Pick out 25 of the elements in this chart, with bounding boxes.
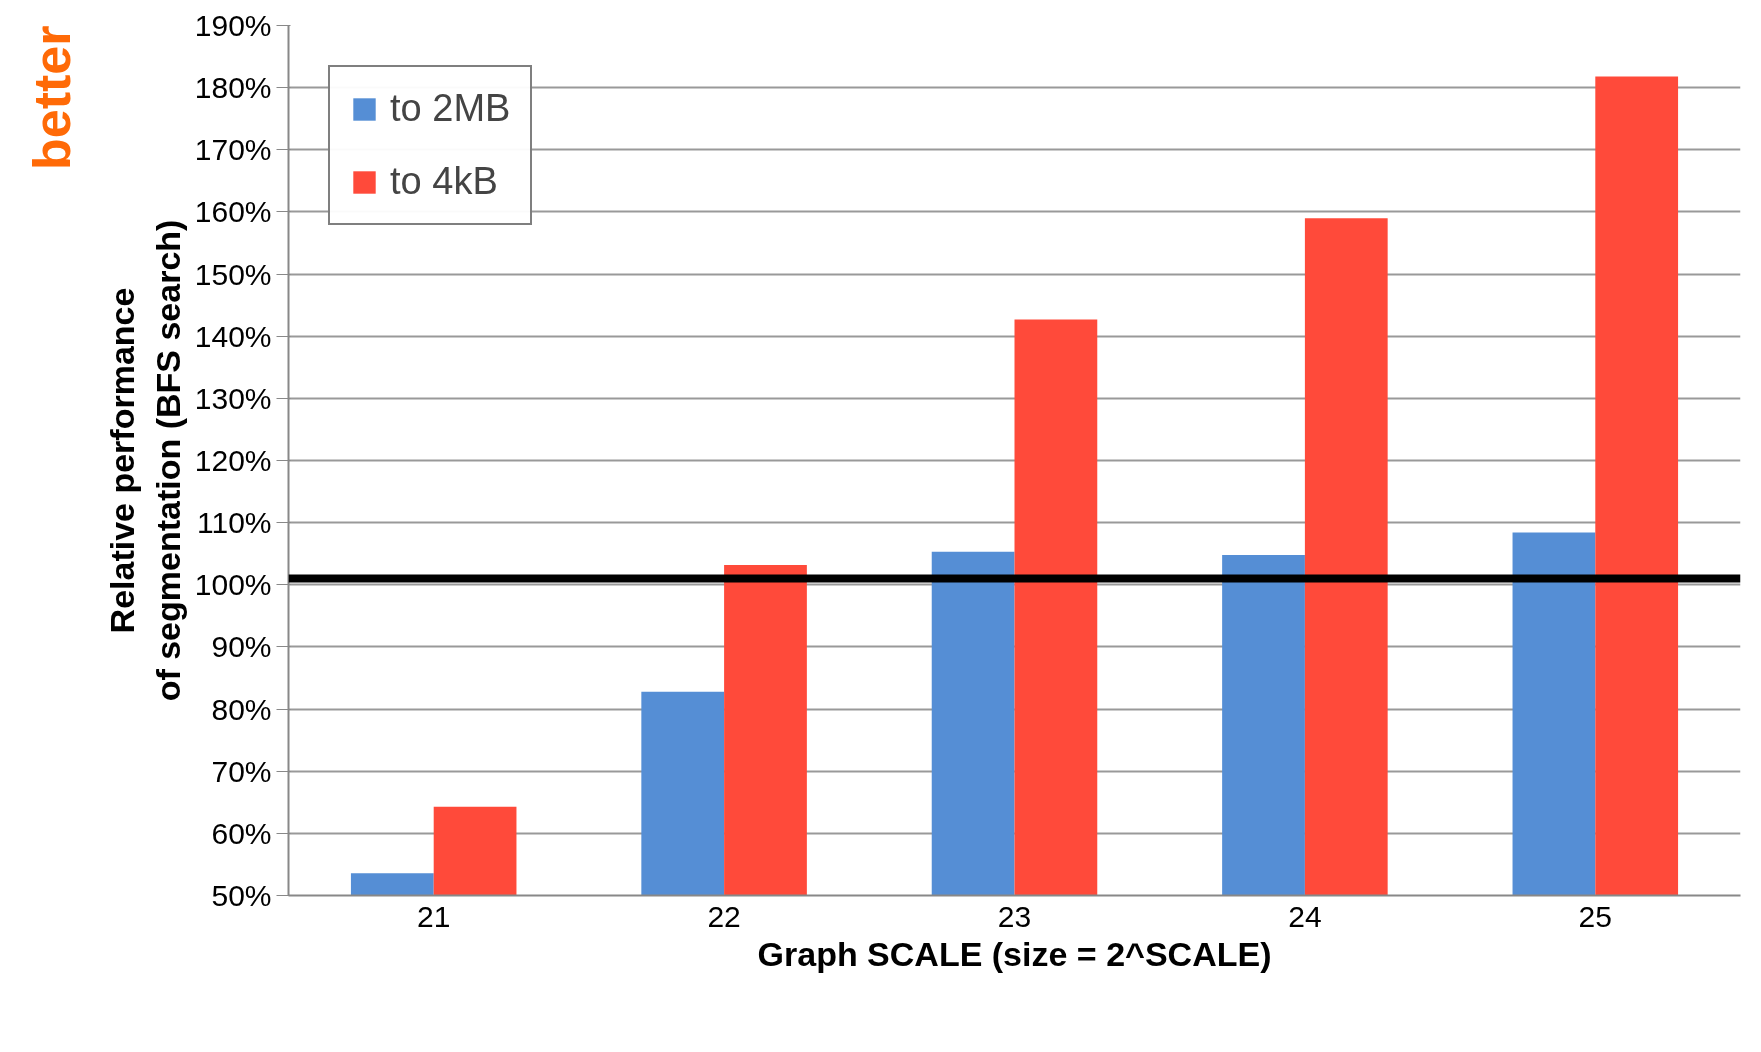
y-tick-label: 120% bbox=[194, 444, 272, 477]
legend-label: to 2MB bbox=[390, 87, 511, 130]
x-tick-label: 22 bbox=[707, 899, 741, 933]
y-tick-label: 170% bbox=[194, 133, 272, 167]
x-axis-title: Graph SCALE (size = 2^SCALE) bbox=[757, 934, 1272, 973]
legend-label: to 4kB bbox=[390, 160, 498, 203]
y-tick-label: 100% bbox=[194, 568, 272, 602]
y-tick-label: 180% bbox=[194, 71, 272, 105]
y-tick-label: 60% bbox=[211, 816, 272, 850]
x-tick-label: 25 bbox=[1578, 899, 1612, 933]
y-axis-title: Relative performance of segmentation (BFS search) bbox=[103, 219, 187, 702]
x-tick-label: 24 bbox=[1288, 899, 1322, 933]
x-tick-label: 21 bbox=[417, 899, 451, 933]
y-tick-label: 150% bbox=[194, 257, 272, 291]
y-tick-label: 50% bbox=[211, 879, 272, 912]
y-tick-label: 90% bbox=[211, 630, 272, 664]
x-tick-label: 23 bbox=[997, 899, 1032, 933]
y-tick-label: 70% bbox=[211, 754, 272, 788]
y-tick-label: 80% bbox=[211, 692, 272, 726]
y-tick-label: 190% bbox=[194, 9, 272, 42]
y-tick-label: 130% bbox=[194, 381, 272, 415]
y-tick-label: 160% bbox=[194, 195, 272, 229]
y-tick-label: 140% bbox=[194, 319, 272, 353]
y-tick-label: 110% bbox=[197, 506, 272, 540]
text: better bbox=[22, 25, 81, 170]
